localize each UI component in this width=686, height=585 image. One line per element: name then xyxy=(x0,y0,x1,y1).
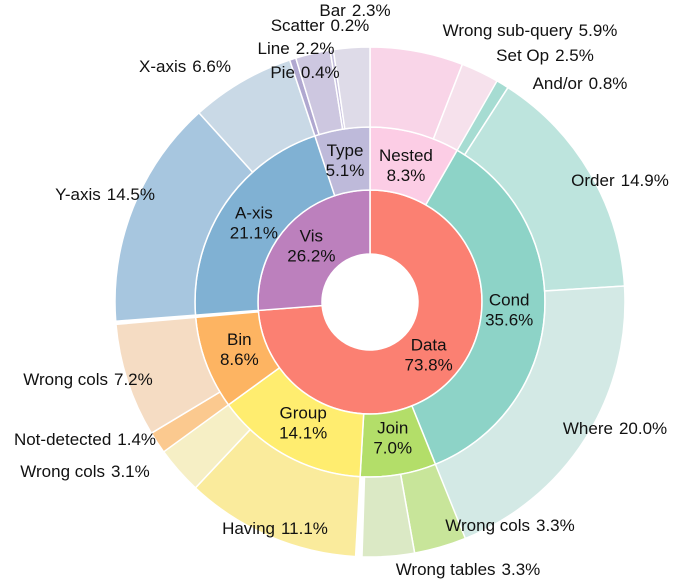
sector-name: Cond xyxy=(489,291,530,310)
sector-percent: 5.1% xyxy=(326,161,365,180)
outer-label: Wrong cols 3.1% xyxy=(20,462,149,481)
sector-label: Cond 35.6% xyxy=(485,291,533,330)
outer-label: Order 14.9% xyxy=(571,171,669,190)
sector xyxy=(361,473,416,558)
outer-name: X-axis xyxy=(139,57,186,76)
outer-percent: 3.1% xyxy=(111,462,150,481)
sector-percent: 26.2% xyxy=(287,247,335,266)
outer-name: Wrong tables xyxy=(396,560,496,579)
sector-name: Data xyxy=(411,336,447,355)
outer-label: And/or 0.8% xyxy=(533,74,628,93)
outer-name: Wrong sub-query xyxy=(443,21,574,40)
outer-label: X-axis 6.6% xyxy=(139,57,231,76)
outer-label: Wrong cols 3.3% xyxy=(445,516,574,535)
sector-name: Bin xyxy=(227,330,252,349)
outer-label: Pie 0.4% xyxy=(270,63,339,82)
outer-percent: 14.5% xyxy=(107,185,155,204)
outer-name: Having xyxy=(222,519,275,538)
outer-label: Not-detected 1.4% xyxy=(14,430,156,449)
outer-name: Set Op xyxy=(496,46,549,65)
outer-name: Bar xyxy=(319,1,346,20)
outer-name: Scatter xyxy=(271,16,325,35)
outer-name: Wrong cols xyxy=(20,462,105,481)
outer-percent: 0.2% xyxy=(331,16,370,35)
outer-percent: 5.9% xyxy=(579,21,618,40)
sector-label: Group 14.1% xyxy=(279,404,327,443)
sector xyxy=(332,46,371,130)
outer-percent: 1.4% xyxy=(117,430,156,449)
sector-label: Join 7.0% xyxy=(373,419,412,458)
sector-name: Vis xyxy=(300,227,323,246)
outer-label: Where 20.0% xyxy=(563,419,667,438)
sector-name: A-xis xyxy=(235,204,273,223)
outer-name: Not-detected xyxy=(14,430,111,449)
outer-label: Set Op 2.5% xyxy=(496,46,594,65)
outer-label: Bar 2.3% xyxy=(319,1,390,20)
outer-percent: 20.0% xyxy=(619,419,667,438)
sector xyxy=(433,285,626,541)
outer-name: Order xyxy=(571,171,615,190)
sector-label: Data 73.8% xyxy=(405,336,453,375)
sector-label: Vis 26.2% xyxy=(287,227,335,266)
outer-percent: 2.5% xyxy=(555,46,594,65)
sector-percent: 73.8% xyxy=(405,356,453,375)
outer-label: Scatter 0.2% xyxy=(271,16,370,35)
sector-name: Type xyxy=(327,141,364,160)
outer-percent: 14.9% xyxy=(621,171,669,190)
sector-name: Group xyxy=(280,404,327,423)
sector-label: Nested 8.3% xyxy=(379,147,433,186)
sector xyxy=(115,316,221,435)
outer-name: Pie xyxy=(270,63,295,82)
outer-name: Line xyxy=(258,39,290,58)
outer-name: Y-axis xyxy=(55,185,101,204)
outer-percent: 11.1% xyxy=(281,519,328,538)
outer-name: Wrong cols xyxy=(445,516,530,535)
outer-percent: 2.2% xyxy=(296,39,335,58)
sector-name: Nested xyxy=(379,147,433,166)
outer-label: Wrong sub-query 5.9% xyxy=(443,21,618,40)
outer-name: And/or xyxy=(533,74,583,93)
outer-percent: 0.8% xyxy=(589,74,628,93)
outer-percent: 2.3% xyxy=(352,1,391,20)
outer-label: Having 11.1% xyxy=(222,519,328,538)
sector-name: Join xyxy=(377,419,408,438)
outer-name: Wrong cols xyxy=(23,370,108,389)
outer-percent: 7.2% xyxy=(114,370,153,389)
sector-label: Bin 8.6% xyxy=(220,330,259,369)
outer-percent: 3.3% xyxy=(502,560,541,579)
outer-name: Where xyxy=(563,419,613,438)
outer-percent: 0.4% xyxy=(301,63,340,82)
outer-label: Line 2.2% xyxy=(258,39,335,58)
outer-label: Wrong cols 7.2% xyxy=(23,370,152,389)
sector-percent: 7.0% xyxy=(373,439,412,458)
outer-label: Wrong tables 3.3% xyxy=(396,560,541,579)
sector-percent: 8.3% xyxy=(387,167,426,186)
sector-label: Type 5.1% xyxy=(326,141,365,180)
sector-percent: 21.1% xyxy=(230,224,278,243)
outer-percent: 3.3% xyxy=(536,516,575,535)
sector-percent: 8.6% xyxy=(220,350,259,369)
sector-label: A-xis 21.1% xyxy=(230,204,278,243)
sector-percent: 35.6% xyxy=(485,311,533,330)
outer-label: Y-axis 14.5% xyxy=(55,185,155,204)
outer-percent: 6.6% xyxy=(192,57,231,76)
sector-percent: 14.1% xyxy=(279,424,327,443)
